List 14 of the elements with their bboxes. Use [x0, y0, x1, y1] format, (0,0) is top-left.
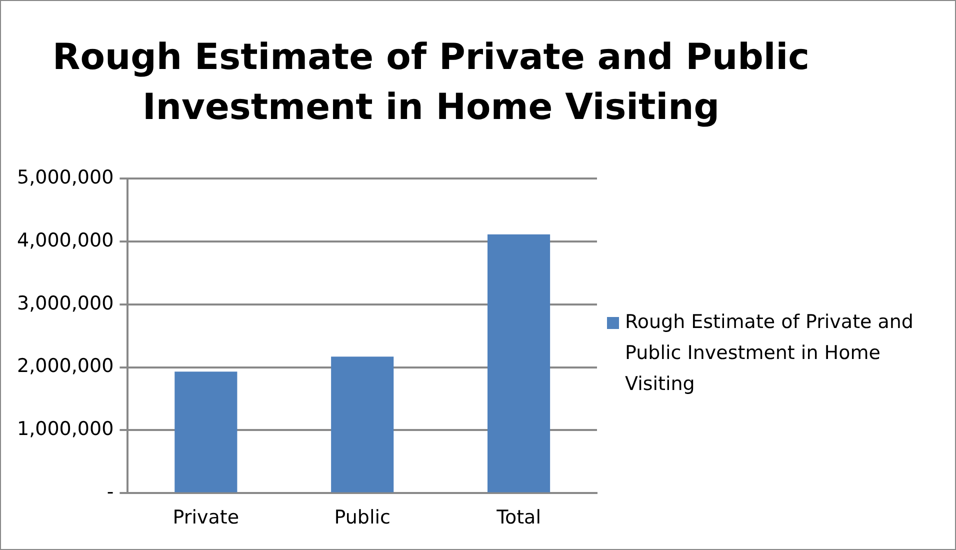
bar: [487, 234, 550, 492]
bar: [174, 372, 238, 492]
x-tick-label: Total: [496, 506, 541, 529]
bar: [331, 356, 394, 492]
legend-label: Rough Estimate of Private and Public Investment in Home Visiting: [625, 310, 914, 397]
y-tick-label: 4,000,000: [16, 229, 114, 252]
y-tick-label: 2,000,000: [16, 355, 114, 378]
x-tick-label: Private: [172, 506, 240, 529]
y-tick-label: -: [106, 481, 114, 504]
chart-title: Rough Estimate of Private and Public Investment in Home Visiting: [52, 36, 810, 130]
y-tick-label: 1,000,000: [16, 418, 114, 440]
x-tick-label: Public: [334, 506, 390, 529]
y-tick-label: 5,000,000: [16, 166, 114, 188]
y-tick-label: 3,000,000: [16, 292, 114, 314]
